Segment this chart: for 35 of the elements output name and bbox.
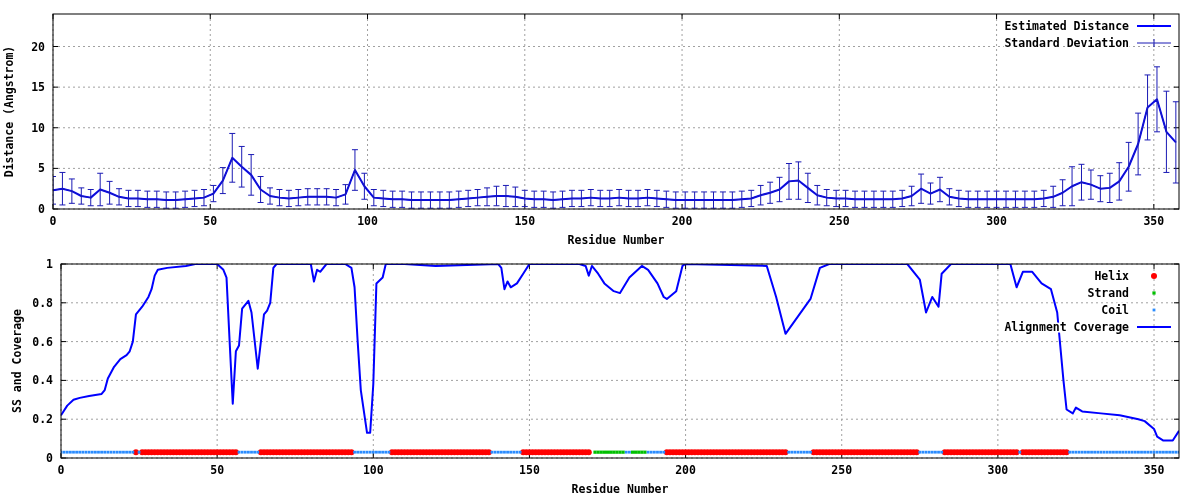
y-tick-label: 10 [31,120,46,135]
y-tick-label: 20 [31,39,46,54]
x-tick-label: 150 [514,214,536,228]
legend-label: Strand [1087,286,1130,300]
x-tick-label: 100 [357,214,378,228]
x-tick-label: 200 [675,463,697,477]
x-axis-title: Residue Number [571,482,669,496]
x-tick-label: 200 [671,214,693,228]
y-tick-label: 0 [46,451,54,465]
y-tick-label: 0 [38,202,46,216]
x-tick-label: 0 [57,463,65,477]
y-tick-label: 0.4 [32,373,54,388]
legend-label: Coil [1101,303,1130,317]
y-tick-label: 1 [46,257,54,271]
y-tick-label: 0.2 [32,412,53,427]
y-tick-label: 0.8 [32,295,54,310]
x-tick-label: 300 [987,463,1009,477]
x-tick-label: 350 [1143,214,1165,228]
x-tick-label: 250 [831,463,853,477]
x-axis-title: Residue Number [567,233,665,247]
y-tick-label: 5 [38,161,46,176]
x-tick-label: 250 [828,214,850,228]
x-tick-label: 150 [519,463,540,477]
y-axis-title: SS and Coverage [10,309,24,413]
x-tick-label: 300 [986,214,1008,228]
y-tick-label: 15 [31,80,46,95]
legend-label: Estimated Distance [1004,19,1130,33]
x-tick-label: 350 [1143,463,1165,477]
y-tick-label: 0.6 [32,334,54,349]
legend-label: Standard Deviation [1004,36,1130,50]
x-tick-label: 100 [362,463,384,477]
legend-label: Helix [1094,269,1130,283]
x-tick-label: 50 [210,463,225,477]
x-tick-label: 50 [203,214,218,228]
y-axis-title: Distance (Angstrom) [2,45,16,178]
